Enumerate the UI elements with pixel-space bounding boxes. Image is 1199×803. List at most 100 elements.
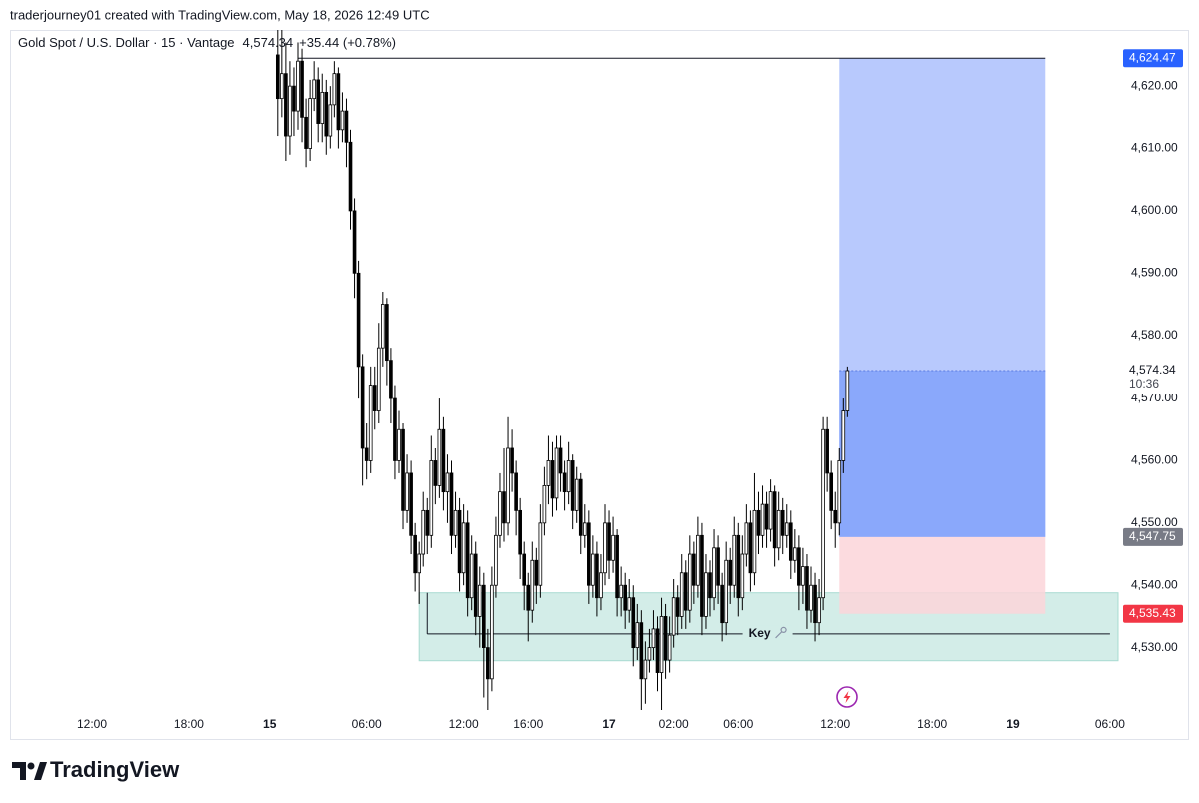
candle-body [740,553,745,599]
candle-body [344,110,349,143]
candle-body [461,522,466,574]
candle-body [708,572,712,599]
candle-body [437,428,442,486]
candle-body [558,447,563,474]
candle-body [288,85,292,137]
candle-body [312,79,316,100]
candle-body [667,634,672,661]
legend-change: +35.44 (+0.78%) [299,35,396,50]
candle-body [275,54,280,100]
candle-body [760,503,765,536]
candle-body [595,553,599,599]
candle-body [417,553,421,574]
candle-body [776,509,781,549]
price-tag [1123,49,1183,68]
candle-body [465,522,470,599]
candle-body [635,622,640,649]
candle-body [809,584,813,611]
candle-body [683,572,688,611]
candle-body [514,472,518,511]
last-price-label: 4,574.34 [1129,363,1176,377]
price-axis: 4,530.004,540.004,550.004,560.004,570.00… [1123,49,1183,654]
candle-body [688,553,692,611]
price-tag [1123,604,1183,623]
candle-body [473,553,478,617]
candle-body [530,559,535,611]
candle-body [700,534,704,617]
candle-body [385,304,389,362]
candle-body [627,597,632,611]
candle-body [566,460,571,493]
candle-body [716,547,720,586]
candle-body [732,534,737,586]
candle-body [619,584,623,599]
candle-body [631,597,636,649]
y-tick-label: 4,550.00 [1131,515,1178,529]
candle-body [712,547,716,599]
x-tick-label: 12:00 [449,717,479,731]
candle-body [607,522,611,561]
candle-body [348,141,353,212]
y-tick-label: 4,590.00 [1131,265,1178,279]
logo [12,762,47,780]
candle-body [429,460,434,536]
candle-body [756,509,761,536]
y-tick-label: 4,530.00 [1131,640,1178,654]
candle-body [582,522,587,536]
candle-body [720,584,724,624]
candle-body [421,509,426,555]
candle-body [409,472,413,536]
candle-body [647,647,652,661]
candle-body [296,60,300,112]
candle-body [788,522,793,561]
legend-symbol: Gold Spot / U.S. Dollar · 15 · Vantage [18,35,235,50]
x-tick-label: 17 [602,717,616,731]
candle-body [603,522,607,574]
countdown-label: 10:36 [1129,377,1159,391]
x-tick-label: 18:00 [174,717,204,731]
candle-body [591,553,595,586]
plot-area: Key [275,30,1119,710]
candle-body [534,559,539,586]
key-icon [775,626,787,639]
candle-body [655,628,660,673]
candle-body [324,91,329,137]
candle-body [502,491,506,524]
candle-body [433,460,438,486]
candle-body [764,503,769,530]
candle-body [401,428,405,511]
alert-icon[interactable] [836,686,858,708]
candle-body [793,547,797,561]
x-tick-label: 06:00 [723,717,753,731]
key-label-bg [742,625,793,642]
candle-body [441,428,446,493]
y-tick-label: 4,580.00 [1131,328,1178,342]
candle-body [376,347,381,411]
candle-body [477,584,482,617]
candle-body [639,622,644,680]
x-tick-label: 02:00 [659,717,689,731]
price-tag [1123,527,1183,546]
candle-body [518,509,522,555]
candle-body [526,584,531,611]
candle-body [659,616,664,673]
candle-body [445,472,450,493]
candle-body [570,460,575,511]
candle-body [587,522,591,586]
candle-body [748,522,753,574]
open-profit [839,370,1046,537]
candle-body [340,110,345,131]
candle-body [696,534,700,586]
key-icon-head [780,626,787,633]
candle-body [578,478,583,536]
candle-body [679,572,684,617]
pane-border [10,30,1189,740]
price-tag-label: 4,547.75 [1129,529,1176,543]
candle-body [449,472,454,536]
candle-body [752,509,757,574]
candle-body [784,522,789,536]
candle-body [744,522,749,555]
logo-text: TradingView [50,757,180,782]
x-tick-label: 18:00 [917,717,947,731]
